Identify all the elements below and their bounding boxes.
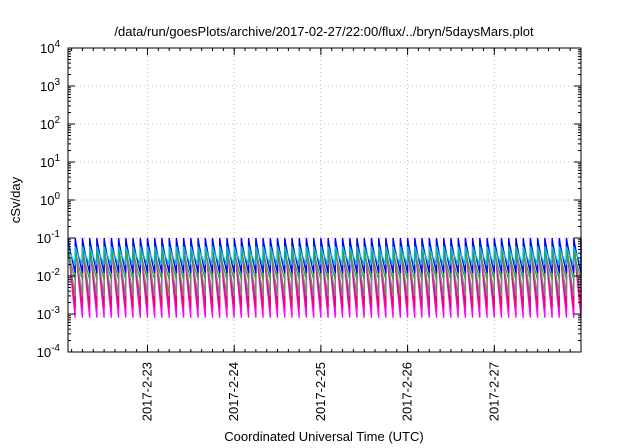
y-tick-label: 10-4	[37, 343, 61, 360]
y-tick-label: 104	[40, 39, 60, 56]
y-tick-label: 10-2	[37, 267, 61, 284]
x-tick-label: 2017-2-26	[400, 362, 415, 421]
x-tick-label: 2017-2-27	[486, 362, 501, 421]
y-tick-label: 100	[40, 191, 60, 208]
series-line-3	[67, 249, 582, 280]
y-axis-label: cSv/day	[8, 176, 23, 223]
series-line-5	[67, 246, 582, 265]
x-tick-label: 2017-2-25	[313, 362, 328, 421]
y-tick-label: 10-1	[37, 229, 61, 246]
y-tick-label: 10-3	[37, 305, 61, 322]
chart-title: /data/run/goesPlots/archive/2017-02-27/2…	[114, 24, 534, 39]
x-tick-label: 2017-2-24	[226, 362, 241, 421]
y-tick-label: 101	[40, 153, 60, 170]
x-axis-label: Coordinated Universal Time (UTC)	[224, 429, 423, 444]
grid	[68, 48, 581, 352]
series-group	[67, 237, 582, 318]
x-tick-label: 2017-2-23	[139, 362, 154, 421]
y-tick-label: 103	[40, 77, 60, 94]
y-axis-ticks: 10-4 10-3 10-2 10-1 100 101 102 103 104	[37, 39, 581, 360]
y-tick-label: 102	[40, 115, 60, 132]
x-axis-ticks: 2017-2-23 2017-2-24 2017-2-25 2017-2-26 2017…	[71, 48, 571, 421]
series-line-4	[67, 237, 582, 274]
